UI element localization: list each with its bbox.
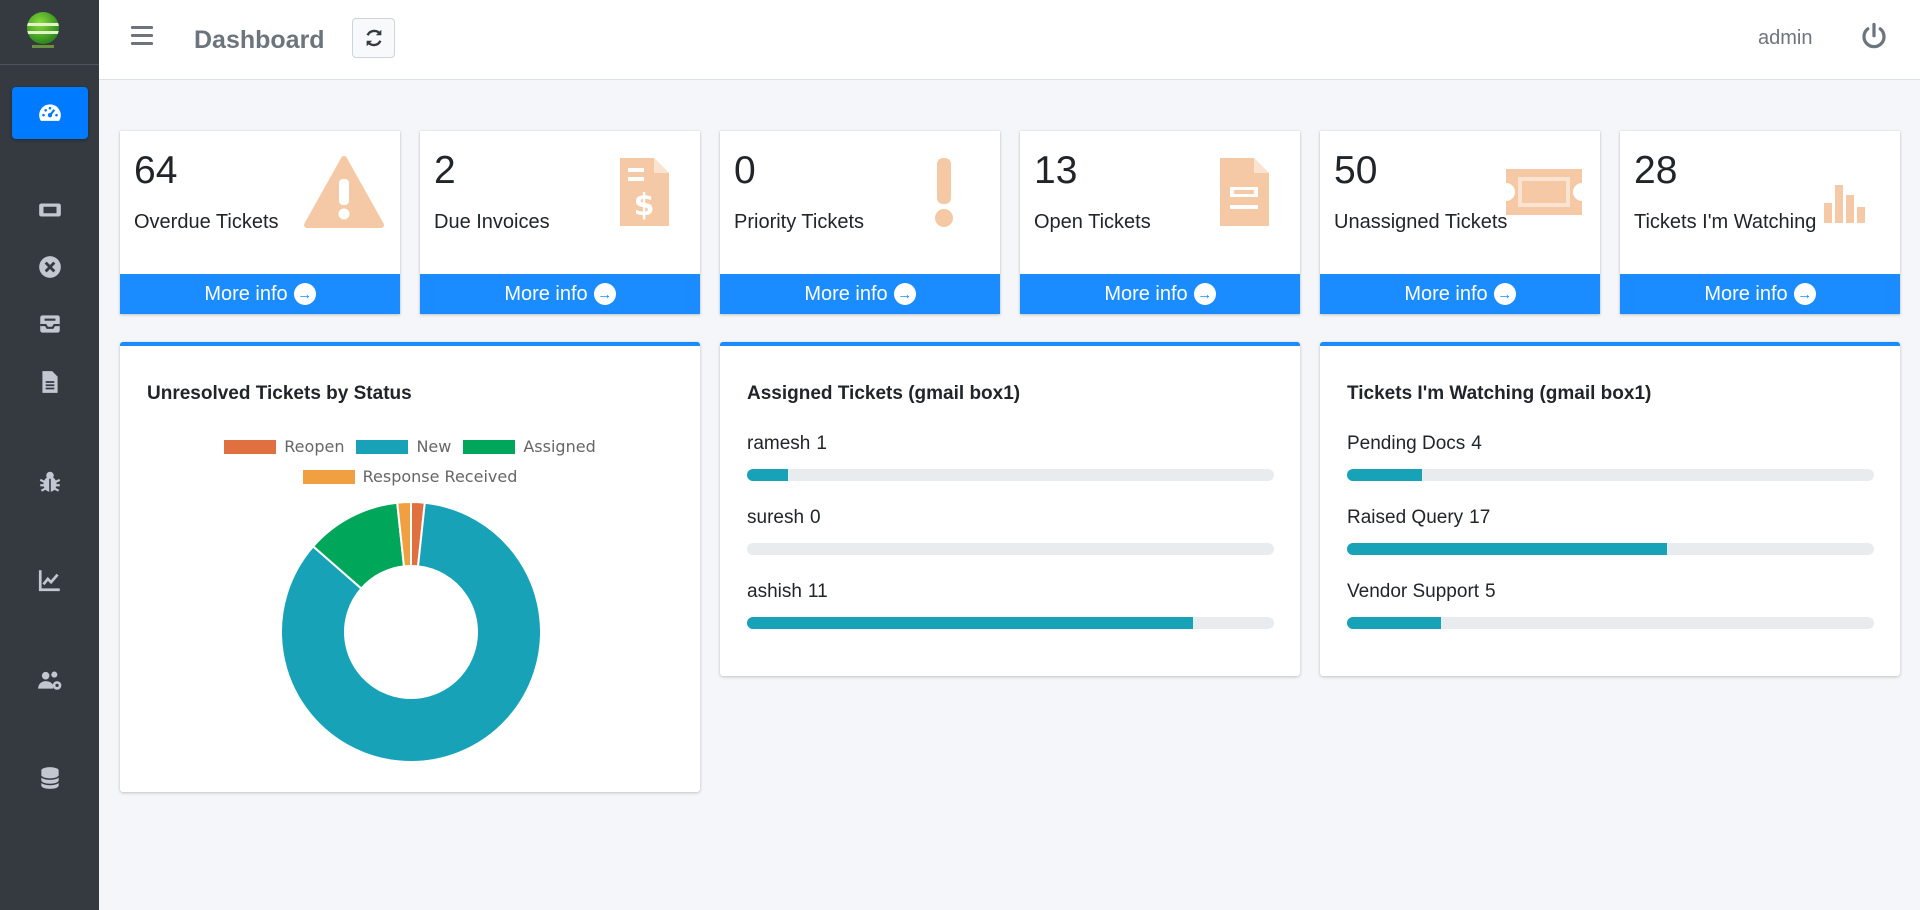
svg-text:$: $ xyxy=(634,188,655,223)
sidebar-divider xyxy=(0,64,99,65)
progress-bar xyxy=(747,543,1274,555)
file-icon xyxy=(1204,155,1284,229)
more-info-link[interactable]: More info → xyxy=(1620,274,1900,314)
power-icon xyxy=(1862,22,1886,49)
info-box-watching: 28 Tickets I'm Watching More info → xyxy=(1620,131,1900,314)
more-info-link[interactable]: More info → xyxy=(720,274,1000,314)
document-icon xyxy=(42,371,58,393)
progress-label: Vendor Support 5 xyxy=(1347,581,1496,602)
info-value: 13 xyxy=(1034,149,1078,192)
sidebar-item-inbox[interactable] xyxy=(12,298,88,350)
chart-legend: Reopen New Assigned xyxy=(120,437,700,456)
status-chart-card: Unresolved Tickets by Status Reopen New … xyxy=(120,342,700,792)
info-label: Priority Tickets xyxy=(734,211,865,233)
progress-fill xyxy=(1347,469,1423,481)
close-circle-icon xyxy=(39,256,61,278)
progress-bar xyxy=(747,469,1274,481)
user-menu[interactable]: admin xyxy=(1758,27,1813,49)
logo[interactable] xyxy=(27,12,59,44)
sidebar-item-closed[interactable] xyxy=(12,241,88,293)
refresh-button[interactable] xyxy=(352,18,395,58)
info-box-priority: 0 Priority Tickets More info → xyxy=(720,131,1000,314)
info-label: Overdue Tickets xyxy=(134,211,279,233)
logout-button[interactable] xyxy=(1857,20,1891,54)
info-value: 50 xyxy=(1334,149,1378,192)
bar-chart-icon xyxy=(1804,155,1884,229)
arrow-circle-right-icon: → xyxy=(1493,283,1516,305)
info-value: 64 xyxy=(134,149,178,192)
info-label: Tickets I'm Watching xyxy=(1634,211,1817,233)
info-box-overdue: 64 Overdue Tickets More info → xyxy=(120,131,400,314)
menu-toggle-icon[interactable] xyxy=(131,26,153,48)
chart-line-icon xyxy=(38,570,60,592)
donut-slice-response-received[interactable] xyxy=(396,501,412,568)
legend-item-response-received[interactable]: Response Received xyxy=(302,467,517,486)
arrow-circle-right-icon: → xyxy=(1193,283,1216,305)
arrow-circle-right-icon: → xyxy=(293,283,316,305)
info-label: Open Tickets xyxy=(1034,211,1151,233)
watching-tickets-card: Tickets I'm Watching (gmail box1) Pendin… xyxy=(1320,342,1900,676)
more-info-link[interactable]: More info → xyxy=(1320,274,1600,314)
progress-label: ramesh 1 xyxy=(747,433,827,454)
assigned-tickets-card: Assigned Tickets (gmail box1) ramesh 1 su… xyxy=(720,342,1300,676)
more-info-link[interactable]: More info → xyxy=(1020,274,1300,314)
progress-label: ashish 11 xyxy=(747,581,828,602)
progress-fill xyxy=(747,617,1193,629)
progress-fill xyxy=(1347,543,1667,555)
sidebar-item-bugs[interactable] xyxy=(12,456,88,508)
sidebar-item-users[interactable] xyxy=(12,654,88,706)
warning-icon xyxy=(304,155,384,229)
progress-fill xyxy=(1347,617,1442,629)
card-title: Assigned Tickets (gmail box1) xyxy=(747,383,1021,404)
exclamation-icon xyxy=(904,155,984,229)
info-value: 0 xyxy=(734,149,756,192)
sidebar-item-dashboard[interactable] xyxy=(12,87,88,139)
sidebar xyxy=(0,0,99,910)
donut-chart xyxy=(280,501,542,763)
more-info-link[interactable]: More info → xyxy=(420,274,700,314)
donut-slice-new[interactable] xyxy=(280,501,542,763)
progress-bar xyxy=(1347,543,1874,555)
sidebar-item-reports[interactable] xyxy=(12,554,88,606)
card-title: Unresolved Tickets by Status xyxy=(147,383,412,404)
info-value: 28 xyxy=(1634,149,1678,192)
info-box-open: 13 Open Tickets More info → xyxy=(1020,131,1300,314)
arrow-circle-right-icon: → xyxy=(593,283,616,305)
page-title: Dashboard xyxy=(194,26,325,54)
bug-icon xyxy=(39,471,61,492)
users-cog-icon xyxy=(38,671,62,690)
ticket-icon xyxy=(1504,155,1584,229)
card-title: Tickets I'm Watching (gmail box1) xyxy=(1347,383,1652,404)
refresh-icon xyxy=(366,29,381,47)
info-value: 2 xyxy=(434,149,456,192)
arrow-circle-right-icon: → xyxy=(1793,283,1816,305)
arrow-circle-right-icon: → xyxy=(893,283,916,305)
chart-legend-row2: Response Received xyxy=(120,467,700,486)
progress-label: suresh 0 xyxy=(747,507,821,528)
info-label: Due Invoices xyxy=(434,211,550,233)
progress-fill xyxy=(747,469,788,481)
inbox-icon xyxy=(40,315,60,333)
progress-label: Pending Docs 4 xyxy=(1347,433,1482,454)
database-icon xyxy=(40,767,60,789)
invoice-icon: $ xyxy=(604,155,684,229)
sidebar-item-database[interactable] xyxy=(12,752,88,804)
sidebar-item-documents[interactable] xyxy=(12,356,88,408)
progress-bar xyxy=(747,617,1274,629)
legend-item-reopen[interactable]: Reopen xyxy=(224,437,344,456)
info-box-unassigned: 50 Unassigned Tickets More info → xyxy=(1320,131,1600,314)
progress-bar xyxy=(1347,617,1874,629)
more-info-link[interactable]: More info → xyxy=(120,274,400,314)
info-label: Unassigned Tickets xyxy=(1334,211,1508,233)
legend-item-assigned[interactable]: Assigned xyxy=(463,437,596,456)
top-header: Dashboard admin xyxy=(99,0,1920,80)
ticket-icon xyxy=(39,203,61,217)
legend-item-new[interactable]: New xyxy=(356,437,451,456)
progress-bar xyxy=(1347,469,1874,481)
dashboard-icon xyxy=(39,104,61,121)
progress-label: Raised Query 17 xyxy=(1347,507,1491,528)
sidebar-item-tickets[interactable] xyxy=(12,184,88,236)
logo-underline xyxy=(32,45,54,48)
info-box-due-invoices: 2 Due Invoices $ More info → xyxy=(420,131,700,314)
